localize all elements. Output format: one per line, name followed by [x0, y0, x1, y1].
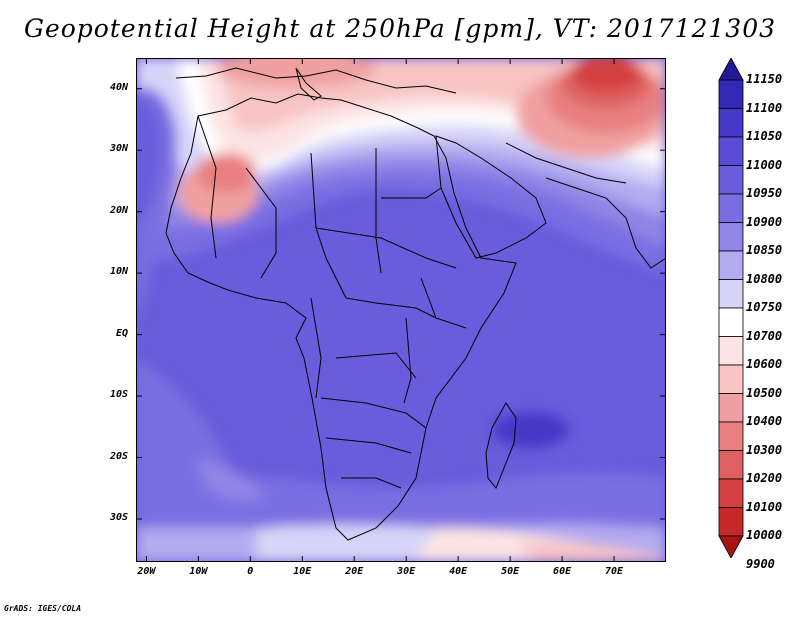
colorbar-label: 9900: [746, 556, 775, 571]
colorbar-swatch: [718, 421, 744, 451]
colorbar-swatch: [718, 136, 744, 166]
colorbar-label: 10000: [746, 528, 783, 542]
colorbar-label: 10750: [746, 300, 783, 314]
lat-label: 10S: [109, 389, 128, 401]
colorbar-swatch: [718, 336, 744, 366]
lon-label: 10E: [293, 566, 312, 577]
map-panel: [136, 58, 666, 562]
colorbar-label: 11050: [746, 129, 783, 143]
lon-label: 20W: [137, 566, 156, 577]
chart-title: Geopotential Height at 250hPa [gpm], VT:…: [23, 14, 777, 43]
colorbar-swatch: [718, 507, 744, 537]
colorbar-label: 10400: [746, 414, 783, 428]
lat-label: 30S: [109, 511, 128, 523]
lon-label: 50E: [501, 566, 520, 577]
colorbar-swatch: [718, 165, 744, 195]
colorbar-swatch: [718, 193, 744, 223]
axis-ticks: [136, 58, 666, 562]
lat-label: 40N: [109, 81, 128, 93]
colorbar-swatch: [718, 58, 744, 81]
map-frame: [136, 58, 666, 562]
lon-label: 0: [247, 566, 254, 577]
colorbar-label: 10900: [746, 214, 783, 229]
lon-label: 20E: [345, 566, 364, 577]
lat-label: 20N: [109, 204, 128, 216]
lon-label: 30E: [397, 566, 416, 577]
lon-label: 40E: [449, 566, 468, 577]
colorbar-label: 10500: [746, 385, 783, 400]
lat-label: 10N: [109, 266, 128, 278]
colorbar-label: 10800: [746, 271, 783, 286]
colorbar-label: 10100: [746, 499, 783, 514]
colorbar-label: 10200: [746, 471, 783, 485]
colorbar-swatch: [718, 108, 744, 138]
colorbar-label: 11000: [746, 157, 783, 172]
colorbar: [718, 58, 744, 558]
colorbar-label: 11150: [746, 72, 783, 86]
lon-label: 70E: [605, 566, 624, 577]
colorbar-swatch: [718, 364, 744, 394]
colorbar-label: 10300: [746, 442, 783, 457]
colorbar-label: 10700: [746, 328, 783, 343]
coastline-overlay: [165, 67, 666, 541]
colorbar-swatch: [718, 279, 744, 309]
colorbar-swatch: [718, 250, 744, 280]
lat-label: EQ: [115, 327, 128, 339]
grads-credit: GrADS: IGES/COLA: [4, 604, 82, 613]
lon-label: 10W: [189, 566, 208, 577]
colorbar-swatch: [718, 478, 744, 508]
colorbar-label: 11100: [746, 100, 783, 115]
colorbar-swatch: [718, 307, 744, 337]
colorbar-label: 10950: [746, 186, 783, 200]
colorbar-label: 10600: [746, 357, 783, 371]
colorbar-swatch: [718, 79, 744, 109]
lat-label: 20S: [109, 450, 128, 462]
lat-label: 30N: [109, 143, 128, 155]
colorbar-label: 10850: [746, 243, 783, 257]
height-field: [136, 58, 666, 562]
lon-label: 60E: [553, 566, 572, 577]
colorbar-swatch: [718, 535, 744, 558]
colorbar-swatch: [718, 393, 744, 423]
colorbar-swatch: [718, 450, 744, 480]
colorbar-swatch: [718, 222, 744, 252]
